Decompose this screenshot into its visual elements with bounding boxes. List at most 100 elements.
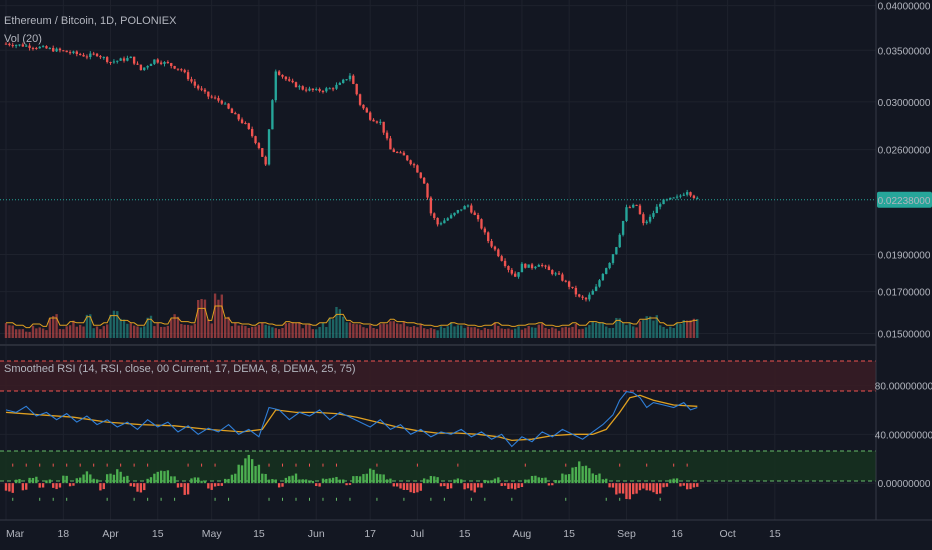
- histogram-bar: [166, 470, 170, 484]
- histogram-bar: [554, 480, 557, 484]
- histogram-bar: [557, 480, 561, 484]
- histogram-bar: [615, 483, 618, 495]
- histogram-bar: [254, 466, 257, 484]
- volume-bar: [348, 322, 352, 338]
- histogram-bar: [4, 483, 8, 491]
- histogram-bar: [493, 478, 497, 484]
- candle: [571, 286, 574, 289]
- volume-bar: [338, 309, 342, 338]
- histogram-bar: [544, 477, 547, 484]
- volume-bar: [129, 323, 132, 338]
- histogram-bar: [331, 477, 335, 484]
- volume-bar: [119, 318, 122, 338]
- histogram-bar: [62, 475, 65, 484]
- signal-marker-red: [106, 463, 108, 467]
- histogram-bar: [217, 483, 220, 486]
- histogram-bar: [551, 483, 554, 486]
- candle: [490, 238, 493, 249]
- histogram-bar: [389, 478, 392, 484]
- candle: [237, 113, 240, 122]
- candle: [21, 42, 25, 47]
- candle: [244, 121, 247, 125]
- candle: [679, 194, 682, 199]
- volume-bar: [352, 323, 355, 338]
- volume-bar: [173, 314, 176, 338]
- candle: [342, 78, 345, 84]
- candle: [439, 221, 443, 226]
- volume-bar: [672, 328, 675, 338]
- signal-marker-green: [268, 497, 270, 501]
- histogram-bar: [105, 474, 109, 484]
- price-axis[interactable]: [876, 0, 932, 550]
- last-price-text: 0.02238000: [878, 196, 931, 207]
- price-tick-label: 0.03500000: [878, 46, 931, 57]
- signal-marker-green: [605, 497, 607, 501]
- histogram-bar: [490, 480, 493, 484]
- volume-bar: [139, 327, 143, 338]
- volume-bar: [618, 318, 621, 338]
- candle: [675, 194, 679, 200]
- volume-bar: [72, 320, 75, 338]
- volume-bar: [95, 326, 99, 338]
- volume-bar: [284, 323, 288, 338]
- candle: [271, 99, 274, 130]
- histogram-bar: [352, 476, 355, 484]
- histogram-bar: [342, 479, 345, 484]
- histogram-bar: [176, 483, 180, 488]
- signal-marker-green: [160, 497, 162, 501]
- candle: [648, 214, 652, 224]
- volume-bar: [500, 328, 503, 338]
- volume-bar: [662, 326, 665, 338]
- candle: [41, 44, 45, 48]
- signal-markers: [12, 463, 688, 501]
- volume-bar: [143, 326, 146, 338]
- candle: [288, 76, 291, 82]
- histogram-bar: [149, 477, 153, 484]
- time-tick-label: Apr: [102, 528, 119, 540]
- price-axis-labels: 0.04000000 0.03500000 0.03000000 0.02600000…: [878, 2, 931, 341]
- histogram-bar: [190, 478, 193, 484]
- volume-bar: [551, 327, 554, 338]
- histogram-bar: [321, 478, 325, 484]
- candle: [116, 60, 119, 64]
- volume-bar: [325, 326, 328, 338]
- histogram-bar: [392, 483, 395, 487]
- volume-bar: [422, 328, 426, 338]
- histogram-bar: [598, 473, 601, 484]
- histogram-bar: [173, 476, 176, 484]
- candle: [28, 43, 31, 51]
- histogram-bar: [567, 474, 571, 484]
- candle: [392, 147, 395, 153]
- histogram-bar: [261, 473, 264, 484]
- volume-bar: [473, 327, 476, 338]
- candle: [514, 271, 517, 277]
- candle: [487, 231, 490, 244]
- histogram-bar: [183, 483, 186, 495]
- histogram-bar: [146, 478, 149, 484]
- volume-bar: [244, 326, 247, 338]
- chart-title: Ethereum / Bitcoin, 1D, POLONIEX: [4, 15, 177, 27]
- volume-bar: [527, 326, 530, 338]
- volume-bar: [85, 314, 89, 338]
- volume-bar: [574, 323, 578, 338]
- candle: [382, 121, 385, 135]
- candle: [45, 45, 48, 49]
- volume-bar: [264, 324, 267, 338]
- candle: [510, 267, 513, 276]
- volume-bar: [315, 329, 318, 338]
- candle: [524, 263, 527, 269]
- candle: [692, 194, 696, 200]
- histogram-bar: [436, 477, 439, 484]
- candle: [170, 62, 173, 69]
- volume-bar: [200, 299, 203, 338]
- volume-bar: [571, 326, 574, 338]
- histogram-bar: [41, 483, 45, 488]
- candle: [257, 141, 261, 150]
- candle: [325, 86, 328, 93]
- histogram-bar: [193, 477, 197, 484]
- candle: [419, 172, 422, 179]
- histogram-bar: [662, 483, 665, 488]
- volume-bar: [153, 326, 156, 338]
